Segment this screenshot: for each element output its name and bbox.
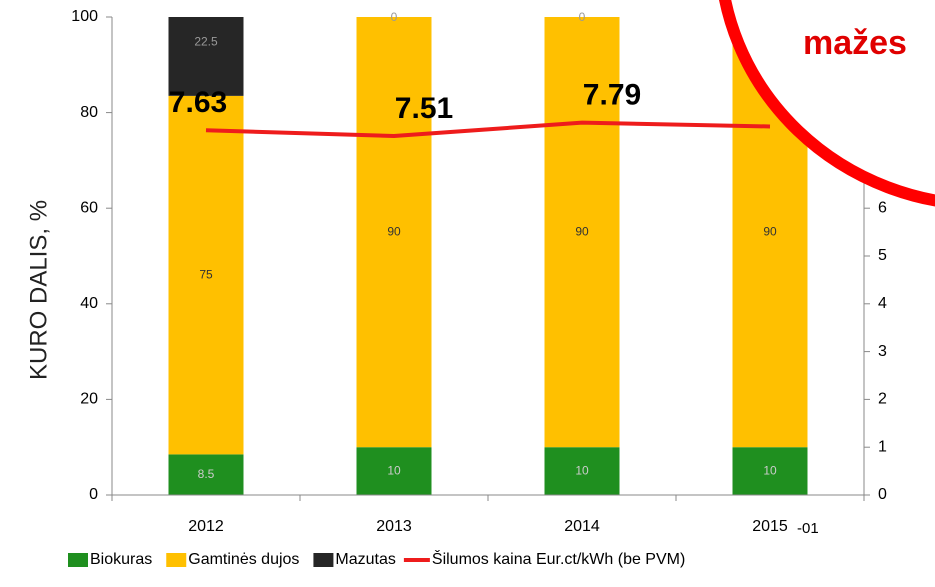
line-series bbox=[205, 120, 771, 139]
data-label: 0 bbox=[391, 10, 398, 24]
legend-label: Biokuras bbox=[90, 551, 152, 568]
y2-tick-label: 0 bbox=[878, 486, 887, 503]
y2-tick-label: 5 bbox=[878, 247, 887, 264]
data-label: 8.5 bbox=[198, 467, 215, 481]
x-tick-label: 2015 bbox=[752, 518, 788, 535]
data-label: 90 bbox=[387, 224, 401, 238]
legend-label: Mazutas bbox=[335, 551, 395, 568]
x-tick-label: 2014 bbox=[564, 518, 600, 535]
bar-segment bbox=[544, 447, 620, 495]
data-label: 10 bbox=[387, 463, 401, 477]
data-label: 10 bbox=[763, 463, 777, 477]
callout-text: mažes bbox=[803, 24, 907, 62]
line-label: 7.51 bbox=[395, 92, 453, 125]
data-label: 10 bbox=[575, 463, 589, 477]
data-label: 90 bbox=[763, 224, 777, 238]
legend-swatch bbox=[68, 553, 88, 567]
y2-tick-label: 3 bbox=[878, 343, 887, 360]
legend-label: Gamtinės dujos bbox=[188, 551, 299, 568]
y-tick-label: 100 bbox=[71, 8, 98, 25]
line-label: 7.63 bbox=[169, 86, 227, 119]
line-label: 7.79 bbox=[583, 79, 641, 112]
x-tick-label: 2012 bbox=[188, 518, 224, 535]
bar-segment bbox=[732, 447, 808, 495]
bar-segment bbox=[168, 17, 244, 96]
y2-tick-label: 4 bbox=[878, 295, 887, 312]
bar-segment bbox=[168, 95, 244, 455]
data-label: 90 bbox=[575, 224, 589, 238]
legend-swatch bbox=[166, 553, 187, 567]
y-tick-label: 0 bbox=[89, 486, 98, 503]
data-label: 22.5 bbox=[194, 34, 218, 48]
data-label: 0 bbox=[579, 10, 586, 24]
y-axis-label: KURO DALIS, % bbox=[25, 200, 52, 380]
y-tick-label: 60 bbox=[80, 199, 98, 216]
bar-segment bbox=[544, 17, 620, 448]
x-tick-label: 2013 bbox=[376, 518, 412, 535]
legend-label: Šilumos kaina Eur.ct/kWh (be PVM) bbox=[432, 549, 685, 568]
y-tick-label: 20 bbox=[80, 391, 98, 408]
bar-segment bbox=[168, 454, 244, 495]
callout-circle bbox=[719, 0, 935, 207]
y2-tick-label: 2 bbox=[878, 391, 887, 408]
bar-segment bbox=[356, 17, 432, 448]
data-label: 75 bbox=[199, 267, 213, 281]
bar-segment bbox=[356, 447, 432, 495]
y-tick-label: 40 bbox=[80, 295, 98, 312]
y-tick-label: 80 bbox=[80, 104, 98, 121]
legend-swatch bbox=[313, 553, 334, 567]
y2-tick-label: 6 bbox=[878, 199, 887, 216]
x-annotation: -01 bbox=[797, 520, 819, 537]
y2-tick-label: 1 bbox=[878, 438, 887, 455]
